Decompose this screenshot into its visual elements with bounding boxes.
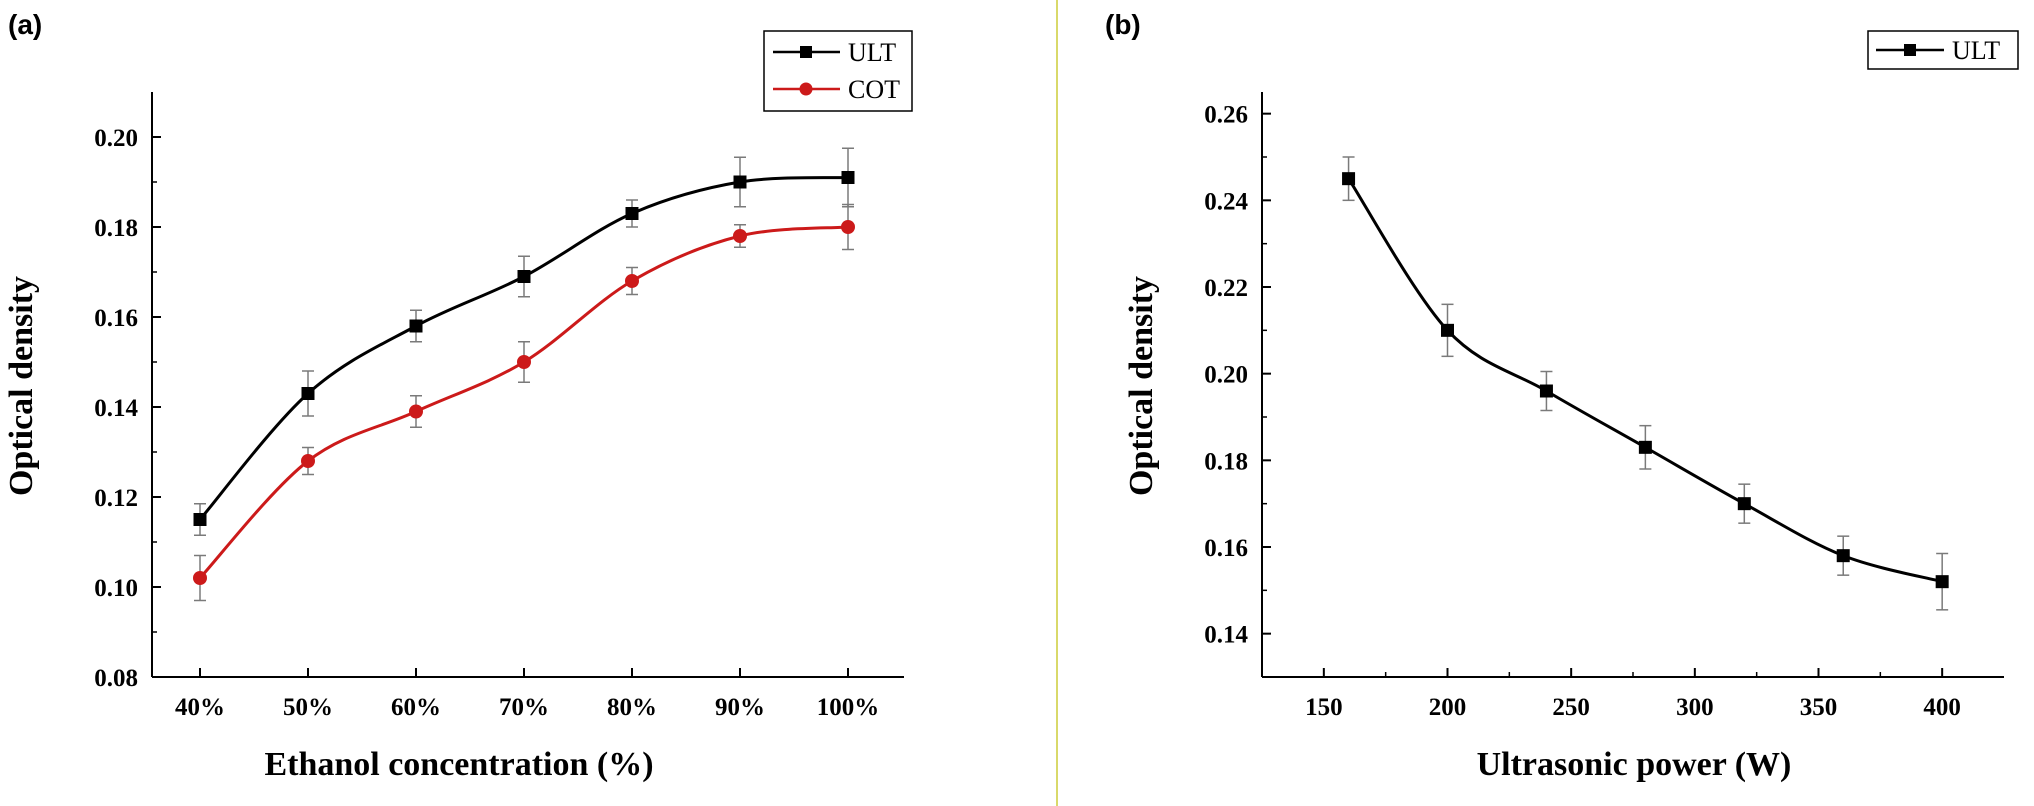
- panel-b-series: [1342, 156, 1949, 611]
- ult-series-line: [1347, 177, 1943, 584]
- ult-data-point: [1539, 384, 1553, 398]
- x-tick-label: 250: [1552, 694, 1590, 721]
- panel-a-axes: [151, 92, 904, 678]
- panel-b-label: (b): [1105, 9, 1141, 40]
- y-tick-label: 0.14: [1204, 622, 1248, 649]
- y-tick-label: 0.18: [94, 215, 138, 242]
- panel-b-legend: ULT: [1867, 30, 2019, 70]
- x-tick-label: 150: [1305, 694, 1343, 721]
- x-tick-label: 80%: [607, 694, 657, 721]
- ult-data-point: [1638, 440, 1652, 454]
- y-tick-label: 0.12: [94, 485, 138, 512]
- panel-b-x-axis-title: Ultrasonic power (W): [1477, 746, 1792, 783]
- ult-data-point: [517, 270, 531, 283]
- y-tick-label: 0.16: [1204, 535, 1248, 562]
- panel-b-y-ticks: 0.14 0.16 0.18 0.20 0.22 0.24 0.26: [1204, 102, 1271, 649]
- panel-a: (a) 0.08 0.10 0.12 0.14 0.16 0.18 0.20 40% 50% 6…: [3, 9, 913, 783]
- ult-data-point: [1441, 323, 1454, 337]
- ult-data-point: [1737, 497, 1751, 511]
- cot-data-point: [409, 404, 423, 419]
- x-tick-label: 100%: [817, 694, 880, 721]
- legend-cot-label: COT: [848, 75, 900, 104]
- legend-b-ult-label: ULT: [1952, 36, 2000, 65]
- y-tick-label: 0.16: [94, 305, 138, 332]
- legend-ult-label: ULT: [848, 38, 896, 67]
- ult-data-point: [1935, 575, 1949, 589]
- legend-cot-marker: [799, 82, 813, 96]
- cot-data-point: [625, 274, 639, 288]
- ult-data-point: [625, 207, 639, 220]
- y-tick-label: 0.20: [94, 125, 138, 152]
- x-tick-label: 400: [1923, 694, 1961, 721]
- legend-ult-marker: [800, 46, 812, 58]
- panel-a-x-axis-title: Ethanol concentration (%): [264, 746, 653, 783]
- ult-data-point: [1836, 549, 1850, 563]
- cot-data-point: [193, 571, 207, 585]
- panel-b-axes: [1261, 92, 2004, 678]
- cot-data-point: [301, 454, 315, 468]
- panel-a-y-ticks: 0.08 0.10 0.12 0.14 0.16 0.18 0.20: [94, 125, 161, 692]
- ult-data-point: [733, 175, 747, 189]
- y-tick-label: 0.08: [94, 665, 138, 692]
- ult-data-point: [301, 387, 315, 400]
- panel-a-x-ticks: 40% 50% 60% 70% 80% 90% 100%: [175, 668, 879, 721]
- panel-a-y-axis-title: Optical density: [3, 276, 40, 496]
- x-tick-label: 50%: [283, 694, 333, 721]
- panel-b-y-axis-title: Optical density: [1123, 276, 1160, 496]
- ult-data-point: [409, 319, 423, 333]
- y-tick-label: 0.24: [1204, 188, 1248, 215]
- panel-b-x-ticks: 150 200 250 300 350 400: [1261, 668, 1961, 721]
- legend-b-ult-marker: [1904, 44, 1916, 56]
- y-tick-label: 0.10: [94, 575, 138, 602]
- cot-data-point: [517, 355, 531, 369]
- y-tick-label: 0.20: [1204, 362, 1248, 389]
- x-tick-label: 60%: [391, 694, 441, 721]
- x-tick-label: 40%: [175, 694, 225, 721]
- x-tick-label: 70%: [499, 694, 549, 721]
- x-tick-label: 200: [1429, 694, 1467, 721]
- x-tick-label: 300: [1676, 694, 1714, 721]
- x-tick-label: 350: [1800, 694, 1838, 721]
- panel-a-legend-box: [763, 30, 913, 112]
- ult-data-point: [1342, 172, 1356, 186]
- x-tick-label: 90%: [715, 694, 765, 721]
- y-tick-label: 0.26: [1204, 102, 1248, 129]
- panel-b: (b) 0.14 0.16 0.18 0.20 0.22 0.24 0.26 150 200 2…: [1105, 9, 2019, 783]
- y-tick-label: 0.18: [1204, 448, 1248, 475]
- panel-a-legend: ULT COT: [763, 30, 913, 112]
- ult-data-point: [841, 171, 855, 184]
- cot-data-point: [733, 229, 747, 243]
- panel-a-label: (a): [8, 9, 42, 40]
- ult-data-point: [193, 513, 207, 526]
- panel-a-series: [193, 147, 855, 602]
- cot-data-point: [841, 220, 855, 234]
- y-tick-label: 0.22: [1204, 275, 1248, 302]
- y-tick-label: 0.14: [94, 395, 138, 422]
